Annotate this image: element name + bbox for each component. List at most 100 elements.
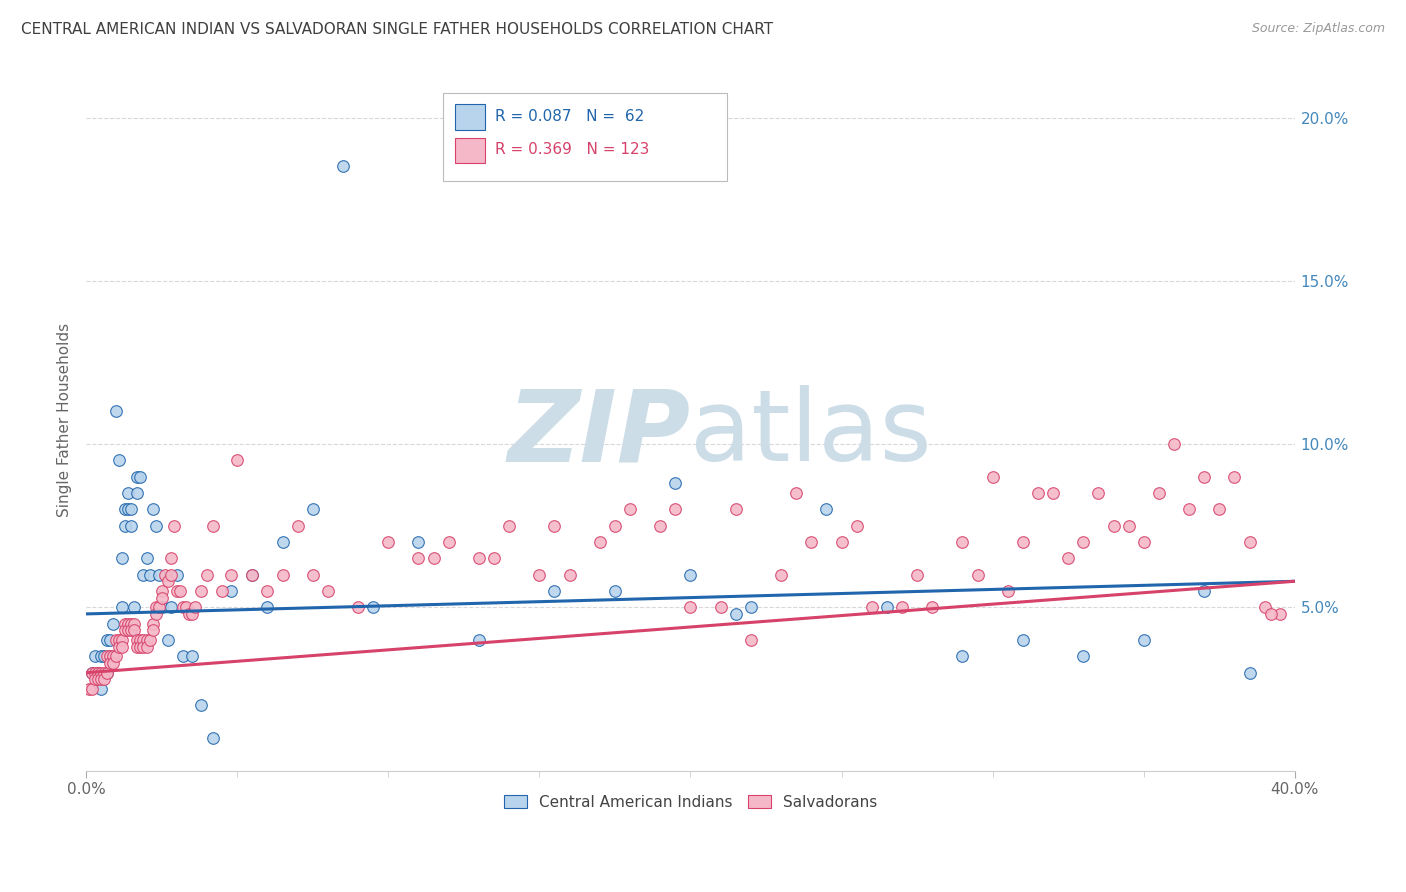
Point <box>800 535 823 549</box>
Point <box>256 600 278 615</box>
Point <box>96 665 118 680</box>
Point <box>150 591 173 605</box>
Point <box>219 567 242 582</box>
Point <box>120 518 142 533</box>
Point <box>103 649 125 664</box>
Text: atlas: atlas <box>690 385 932 483</box>
Point <box>664 476 686 491</box>
Point <box>98 649 121 664</box>
Point <box>84 672 107 686</box>
Point <box>845 518 868 533</box>
Point <box>347 600 370 615</box>
Point <box>195 567 218 582</box>
Point <box>117 486 139 500</box>
Point <box>159 567 181 582</box>
Point <box>679 600 702 615</box>
Point <box>90 681 112 696</box>
Point <box>468 633 491 648</box>
Point <box>124 616 146 631</box>
Point <box>93 665 115 680</box>
Point <box>93 672 115 686</box>
Point <box>1253 600 1275 615</box>
Point <box>422 551 444 566</box>
Point <box>891 600 914 615</box>
Point <box>1073 649 1095 664</box>
Point <box>180 649 202 664</box>
Point <box>82 681 104 696</box>
Point <box>201 518 224 533</box>
Point <box>103 616 125 631</box>
Point <box>482 551 505 566</box>
Point <box>1192 469 1215 483</box>
Point <box>1223 469 1246 483</box>
Point <box>1026 486 1049 500</box>
Bar <box>454 138 485 163</box>
Point <box>1057 551 1080 566</box>
Point <box>301 567 323 582</box>
Point <box>172 600 194 615</box>
Point <box>603 518 626 533</box>
Point <box>377 535 399 549</box>
Point <box>558 567 581 582</box>
Point <box>271 535 294 549</box>
Point <box>145 518 167 533</box>
Point <box>117 624 139 638</box>
Point <box>145 600 167 615</box>
Point <box>84 665 107 680</box>
Point <box>240 567 263 582</box>
Point <box>770 567 793 582</box>
Point <box>876 600 898 615</box>
Point <box>1239 665 1261 680</box>
Point <box>90 672 112 686</box>
Point <box>498 518 520 533</box>
Point <box>135 640 157 654</box>
Point <box>87 665 110 680</box>
Bar <box>454 104 485 129</box>
Point <box>650 518 672 533</box>
Point <box>111 551 134 566</box>
Point <box>1042 486 1064 500</box>
Point <box>1118 518 1140 533</box>
Point <box>77 681 100 696</box>
Point <box>1178 502 1201 516</box>
Point <box>98 656 121 670</box>
Point <box>589 535 612 549</box>
Point <box>163 518 186 533</box>
Point <box>226 453 249 467</box>
Point <box>724 502 747 516</box>
Point <box>724 607 747 621</box>
Point <box>127 633 149 648</box>
Point <box>860 600 883 615</box>
Point <box>82 665 104 680</box>
Text: R = 0.369   N = 123: R = 0.369 N = 123 <box>495 142 650 157</box>
Point <box>740 633 762 648</box>
Point <box>129 469 152 483</box>
Point <box>108 453 131 467</box>
Point <box>287 518 309 533</box>
Point <box>132 567 155 582</box>
Point <box>785 486 807 500</box>
Point <box>408 535 430 549</box>
Point <box>240 567 263 582</box>
Point <box>108 633 131 648</box>
Point <box>87 672 110 686</box>
Point <box>135 633 157 648</box>
Point <box>543 518 565 533</box>
Point <box>981 469 1004 483</box>
Point <box>332 160 354 174</box>
Text: CENTRAL AMERICAN INDIAN VS SALVADORAN SINGLE FATHER HOUSEHOLDS CORRELATION CHART: CENTRAL AMERICAN INDIAN VS SALVADORAN SI… <box>21 22 773 37</box>
Point <box>166 567 188 582</box>
Point <box>408 551 430 566</box>
Point <box>105 649 128 664</box>
Point <box>138 633 160 648</box>
Point <box>905 567 928 582</box>
Point <box>111 640 134 654</box>
Point <box>619 502 641 516</box>
Point <box>159 551 181 566</box>
Text: R = 0.087   N =  62: R = 0.087 N = 62 <box>495 109 644 124</box>
Point <box>219 584 242 599</box>
Point <box>966 567 988 582</box>
Point <box>1087 486 1109 500</box>
Point <box>120 624 142 638</box>
Point <box>114 518 136 533</box>
